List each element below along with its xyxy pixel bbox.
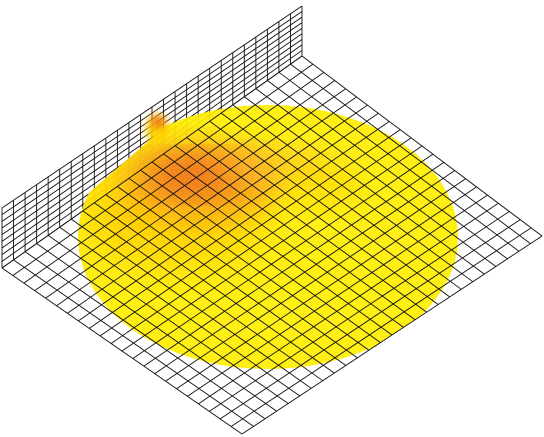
floor-grid-line [110,137,412,344]
floor-grid-line [132,153,434,359]
floor-grid-line [176,186,477,390]
floor-grid [1,55,543,435]
wall-grid-line [1,5,303,209]
floor-grid-line [143,161,445,367]
floor-grid-line [23,71,325,284]
floor-grid-line [34,80,335,292]
wall-spot-orange [152,116,164,128]
wall-heat-spot [146,115,168,143]
floor-grid-line [45,88,346,299]
floor-grid-line [154,170,455,375]
floor-grid-line [165,178,466,382]
floor-grid-line [219,219,521,420]
floor-grid-line [209,211,510,412]
floor-grid-line [78,112,379,322]
floor-grid-line [230,227,532,427]
floor-grid-line [198,202,499,405]
floor-grid-line [12,63,314,276]
floor-grid-line [1,55,303,269]
floor-grid-line [56,96,357,307]
wall-grid-line [1,11,303,216]
floor-grid-line [241,235,543,435]
floor-grid-line [187,194,488,397]
floor-grid-line [121,145,423,352]
floor-grid-line [99,129,401,337]
floor-grid-line [89,121,390,329]
floor-grid-line [67,104,368,314]
